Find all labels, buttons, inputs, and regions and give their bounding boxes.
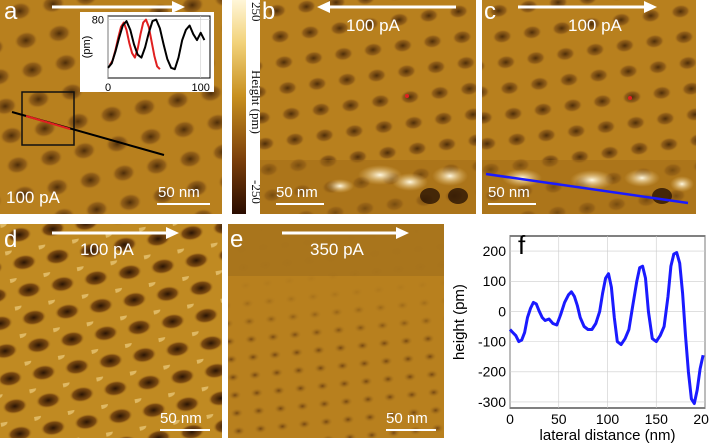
panel-b: b 100 pA 50 nm [260,0,476,214]
colorbar-gradient [232,0,246,214]
afm-image-c [482,0,696,214]
scalebar [386,429,436,431]
current-label: 100 pA [6,188,60,207]
panel-d: d 100 pA 50 nm [0,224,222,438]
current-label: 350 pA [310,240,364,259]
scalebar [276,203,324,205]
y-tick-label: -300 [478,394,506,410]
x-tick-label: 150 [645,411,669,427]
y-axis-label: height (pm) [451,284,468,360]
current-label: 100 pA [80,240,134,259]
panel-f: 0 50 100 150 200 200 100 0 -100 -200 -300 lateral d… [450,224,709,444]
scalebar [488,203,536,205]
afm-image-e [228,224,444,438]
afm-image-b [260,0,476,214]
y-tick-label: -200 [478,364,506,380]
panel-label: f [518,230,526,260]
y-tick-label: 200 [483,243,507,259]
scalebar [157,203,210,205]
scalebar-label: 50 nm [386,410,428,427]
scalebar-label: 50 nm [488,184,530,201]
x-tick-label: 100 [192,82,210,92]
panel-label: c [484,0,496,25]
scalebar-label: 50 nm [158,184,200,201]
x-tick-label: 0 [105,82,111,92]
panel-label: d [4,226,18,253]
y-tick-label: 0 [498,303,506,319]
colorbar: 250 Height (pm) -250 [232,0,264,214]
y-tick-label: 80 [92,14,104,26]
scalebar-label: 50 nm [276,184,318,201]
x-tick-label: 0 [506,411,514,427]
current-label: 100 pA [346,16,400,35]
line-plot-f: 0 50 100 150 200 200 100 0 -100 -200 -300 lateral d… [451,235,709,444]
x-tick-label: 100 [596,411,620,427]
panel-c: c 100 pA 50 nm [482,0,696,214]
current-label: 100 pA [568,16,622,35]
y-axis-label: (pm) [81,36,93,59]
series-line-black [107,18,206,71]
scalebar-label: 50 nm [160,410,202,427]
x-axis-label: lateral distance (nm) [540,427,676,444]
y-tick-label: 100 [483,273,507,289]
x-tick-label: 50 [551,411,567,427]
y-tick-label: -100 [478,334,506,350]
afm-image-d [0,224,222,438]
x-tick-label: 200 [693,411,709,427]
panel-label: e [230,226,244,253]
panel-e: e 350 pA 50 nm [228,224,444,438]
series-line-profile [508,251,705,405]
panel-label: b [262,0,276,25]
scalebar [160,429,210,431]
panel-label: a [4,0,18,25]
